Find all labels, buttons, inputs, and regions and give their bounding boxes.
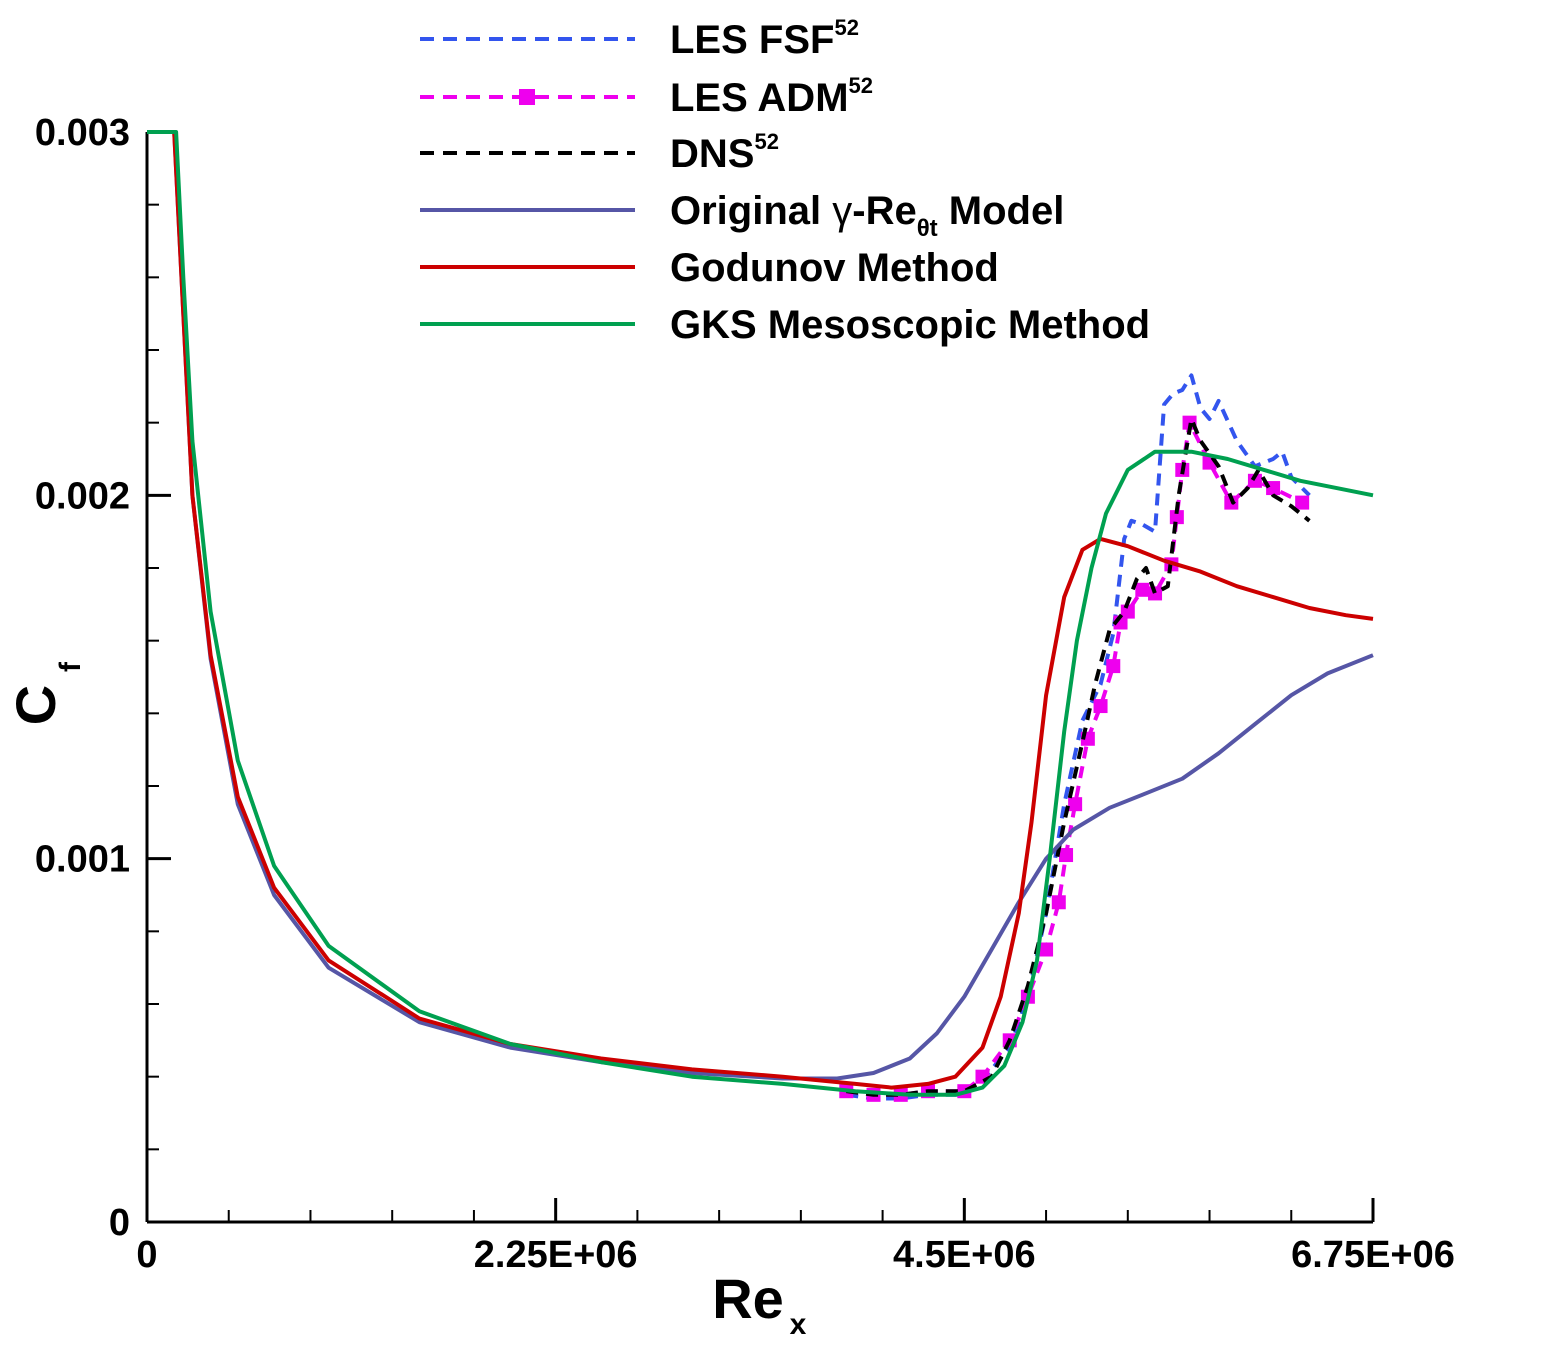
y-tick-label: 0.003 bbox=[35, 112, 130, 154]
series-marker-les_adm bbox=[1051, 895, 1066, 910]
series-marker-les_adm bbox=[1295, 495, 1310, 510]
series-marker-les_adm bbox=[1169, 510, 1184, 525]
legend-label-dns-sup: 52 bbox=[754, 129, 778, 154]
series-line-godunov bbox=[147, 130, 1374, 1090]
series-lines bbox=[147, 130, 1374, 1102]
legend-label-original-mid: -Re bbox=[852, 189, 916, 233]
legend-label-les-fsf-text: LES FSF bbox=[670, 18, 834, 62]
x-axis-title-main: Re bbox=[712, 1267, 784, 1330]
y-tick-label: 0 bbox=[109, 1202, 130, 1244]
series-marker-les_adm bbox=[1059, 848, 1074, 863]
series-line-les_adm bbox=[846, 420, 1304, 1097]
legend-marker-les-adm bbox=[519, 89, 535, 105]
legend: LES FSF52 LES ADM52 DNS52 Original γ-Reθ… bbox=[420, 15, 1150, 347]
plot-area: 0 2.25E+06 4.5E+06 6.75E+06 0 0.001 0.002 0.003 bbox=[35, 112, 1455, 1276]
series-marker-les_adm bbox=[1266, 481, 1281, 496]
y-tick-label: 0.001 bbox=[35, 839, 130, 881]
legend-item-dns: DNS52 bbox=[420, 129, 779, 176]
legend-label-gks: GKS Mesoscopic Method bbox=[670, 303, 1150, 347]
legend-label-original-greek: γ bbox=[832, 189, 852, 233]
legend-item-les-fsf: LES FSF52 bbox=[420, 15, 859, 62]
series-marker-les_adm bbox=[1148, 586, 1163, 601]
legend-label-original: Original γ-Reθt Model bbox=[670, 189, 1064, 242]
ticks: 0 2.25E+06 4.5E+06 6.75E+06 0 0.001 0.002 0.003 bbox=[35, 112, 1455, 1276]
y-axis-title-main: C bbox=[4, 685, 67, 725]
series-marker-les_adm bbox=[1135, 582, 1150, 597]
series-marker-les_adm bbox=[1120, 604, 1135, 619]
x-tick-label: 6.75E+06 bbox=[1291, 1234, 1455, 1276]
legend-label-dns-text: DNS bbox=[670, 132, 754, 176]
legend-label-godunov: Godunov Method bbox=[670, 246, 999, 290]
x-axis-title: Re x bbox=[712, 1267, 806, 1341]
legend-item-les-adm: LES ADM52 bbox=[420, 73, 873, 120]
legend-label-les-fsf: LES FSF52 bbox=[670, 15, 859, 62]
series-marker-les_adm bbox=[1247, 473, 1262, 488]
x-axis-title-sub: x bbox=[790, 1308, 807, 1341]
y-axis-title-sub: f bbox=[54, 661, 87, 672]
legend-item-godunov: Godunov Method bbox=[420, 246, 999, 290]
series-marker-les_adm bbox=[1068, 797, 1083, 812]
legend-label-dns: DNS52 bbox=[670, 129, 779, 176]
series-marker-les_adm bbox=[1106, 659, 1121, 674]
legend-label-les-fsf-sup: 52 bbox=[834, 15, 858, 40]
legend-item-gks: GKS Mesoscopic Method bbox=[420, 303, 1150, 347]
legend-label-les-adm-sup: 52 bbox=[849, 73, 873, 98]
series-marker-les_adm bbox=[1039, 942, 1054, 957]
x-tick-label: 2.25E+06 bbox=[474, 1234, 638, 1276]
legend-label-les-adm: LES ADM52 bbox=[670, 73, 873, 120]
series-marker-les_adm bbox=[1093, 699, 1108, 714]
y-tick-label: 0.002 bbox=[35, 475, 130, 517]
legend-label-original-sub: θt bbox=[917, 215, 938, 242]
legend-label-les-adm-text: LES ADM bbox=[670, 76, 849, 120]
x-tick-label: 0 bbox=[136, 1234, 157, 1276]
series-line-gks bbox=[147, 130, 1374, 1097]
y-axis-title: C f bbox=[4, 661, 87, 725]
series-line-dns bbox=[846, 417, 1311, 1097]
legend-item-original: Original γ-Reθt Model bbox=[420, 189, 1064, 242]
legend-label-original-pre: Original bbox=[670, 189, 832, 233]
x-tick-label: 4.5E+06 bbox=[893, 1234, 1036, 1276]
legend-label-original-post: Model bbox=[938, 189, 1065, 233]
